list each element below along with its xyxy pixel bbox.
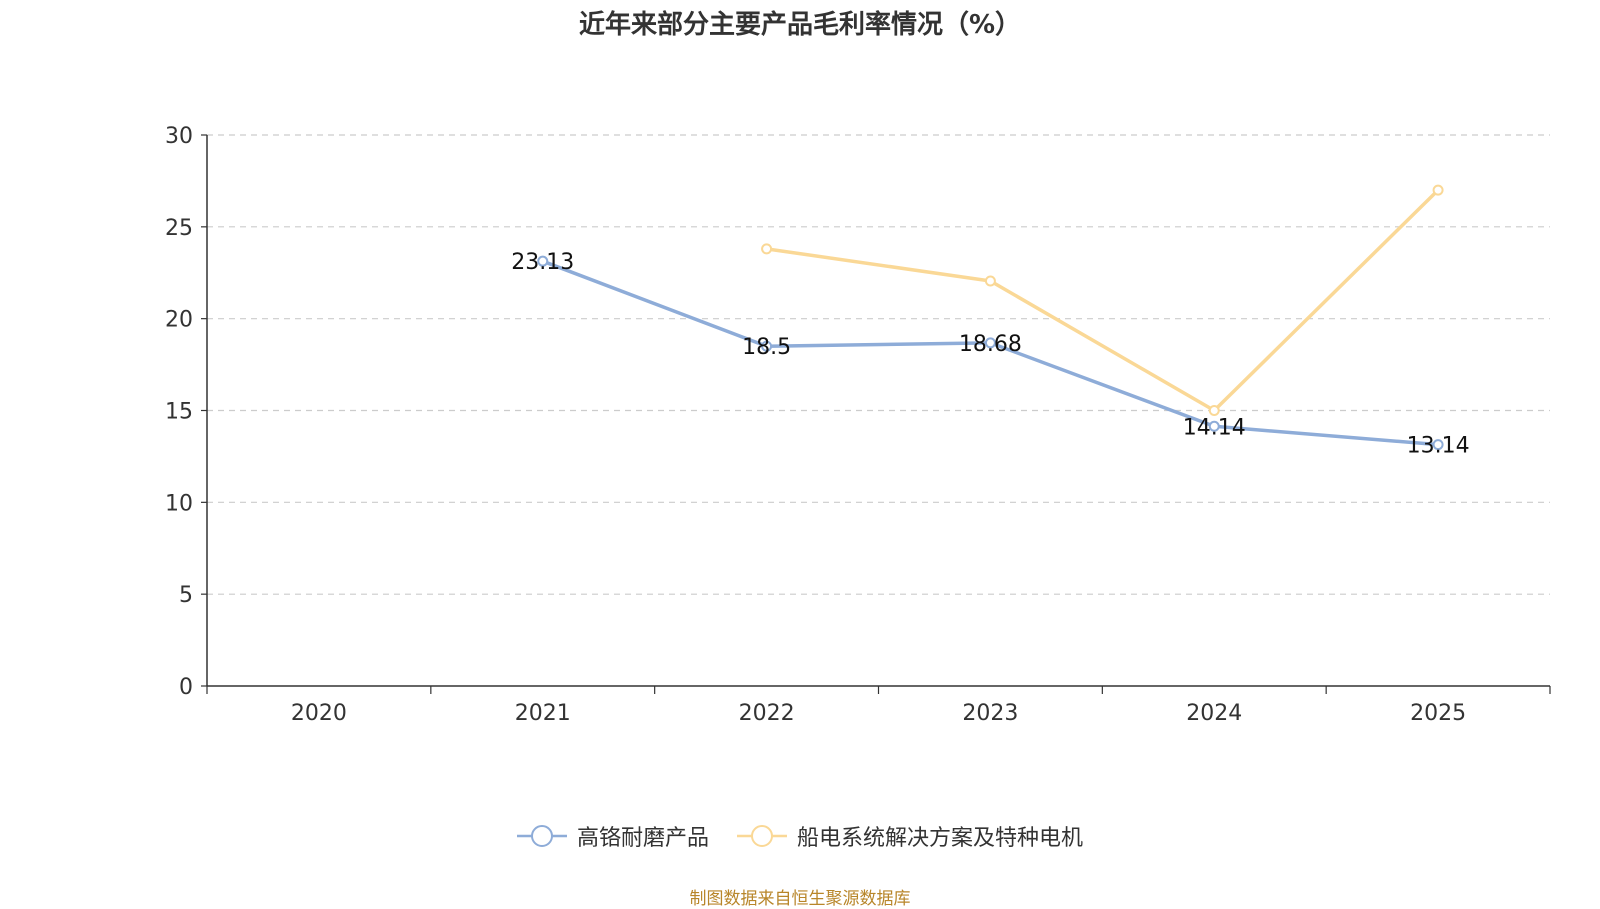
source-note: 制图数据来自恒生聚源数据库 [689,889,911,909]
y-tick-label: 15 [165,400,193,425]
data-label: 23.13 [511,250,574,275]
data-point [984,275,996,287]
x-tick-label: 2020 [291,701,347,726]
data-point [1208,420,1220,432]
legend-marker-icon [516,825,567,847]
x-tick-label: 2021 [515,701,571,726]
legend-marker-icon [737,825,787,847]
y-tick-label: 20 [165,308,193,333]
chart-legend: 高铬耐磨产品 船电系统解决方案及特种电机 [0,820,1600,852]
legend-item-series-2[interactable]: 船电系统解决方案及特种电机 [737,820,1083,852]
series-line [766,188,1440,413]
legend-label: 高铬耐磨产品 [576,826,709,851]
legend-label: 船电系统解决方案及特种电机 [797,826,1084,851]
y-tick-label: 25 [165,216,193,241]
x-tick-label: 2025 [1410,701,1466,726]
y-tick-label: 10 [165,491,193,516]
data-point [537,255,549,267]
y-tick-label: 0 [179,675,193,700]
data-label: 18.68 [959,332,1022,357]
data-point [1432,184,1444,196]
y-tick-label: 30 [165,124,193,149]
data-point [984,337,996,349]
data-point [761,340,773,352]
data-label: 13.14 [1407,434,1470,459]
x-tick-label: 2024 [1186,701,1242,726]
x-tick-label: 2023 [962,701,1018,726]
legend-item-series-1[interactable]: 高铬耐磨产品 [516,820,709,852]
data-point [761,243,773,255]
data-label: 18.5 [742,335,791,360]
y-tick-label: 5 [179,583,193,608]
x-tick-label: 2022 [739,701,795,726]
data-point [1208,405,1220,416]
data-point [1432,439,1444,451]
chart-title: 近年来部分主要产品毛利率情况（%） [578,10,1022,40]
data-label: 14.14 [1183,415,1246,440]
